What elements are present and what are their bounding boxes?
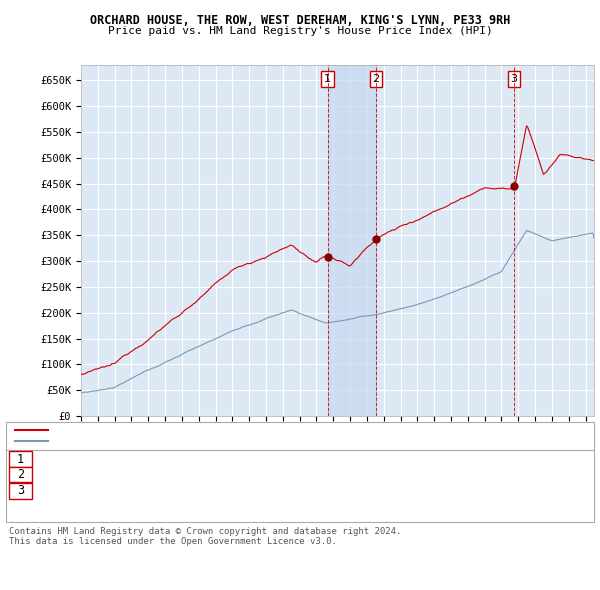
Text: ORCHARD HOUSE, THE ROW, WEST DEREHAM, KING'S LYNN, PE33 9RH: ORCHARD HOUSE, THE ROW, WEST DEREHAM, KI… [90, 14, 510, 27]
Text: 2: 2 [17, 468, 24, 481]
Text: Price paid vs. HM Land Registry's House Price Index (HPI): Price paid vs. HM Land Registry's House … [107, 27, 493, 36]
Text: Contains HM Land Registry data © Crown copyright and database right 2024.: Contains HM Land Registry data © Crown c… [9, 526, 401, 536]
Text: 3: 3 [511, 74, 518, 84]
Text: 68% ↑ HPI: 68% ↑ HPI [312, 470, 373, 479]
Text: This data is licensed under the Open Government Licence v3.0.: This data is licensed under the Open Gov… [9, 537, 337, 546]
Text: HPI: Average price, detached house, King's Lynn and West Norfolk: HPI: Average price, detached house, King… [54, 437, 438, 446]
Text: £342,000: £342,000 [180, 470, 234, 479]
Text: ORCHARD HOUSE, THE ROW, WEST DEREHAM, KING'S LYNN, PE33 9RH (detached house: ORCHARD HOUSE, THE ROW, WEST DEREHAM, KI… [54, 425, 504, 434]
Text: 10-JUL-2012: 10-JUL-2012 [45, 470, 119, 479]
Text: 30-SEP-2020: 30-SEP-2020 [45, 486, 119, 496]
Text: 28-AUG-2009: 28-AUG-2009 [45, 454, 119, 464]
Text: 3: 3 [17, 484, 24, 497]
Text: 2: 2 [372, 74, 379, 84]
Bar [328, 65, 376, 416]
Text: 1: 1 [17, 453, 24, 466]
Text: 52% ↑ HPI: 52% ↑ HPI [312, 454, 373, 464]
Text: 1: 1 [324, 74, 331, 84]
Text: 47% ↑ HPI: 47% ↑ HPI [312, 486, 373, 496]
Text: £445,000: £445,000 [180, 486, 234, 496]
Text: £308,000: £308,000 [180, 454, 234, 464]
